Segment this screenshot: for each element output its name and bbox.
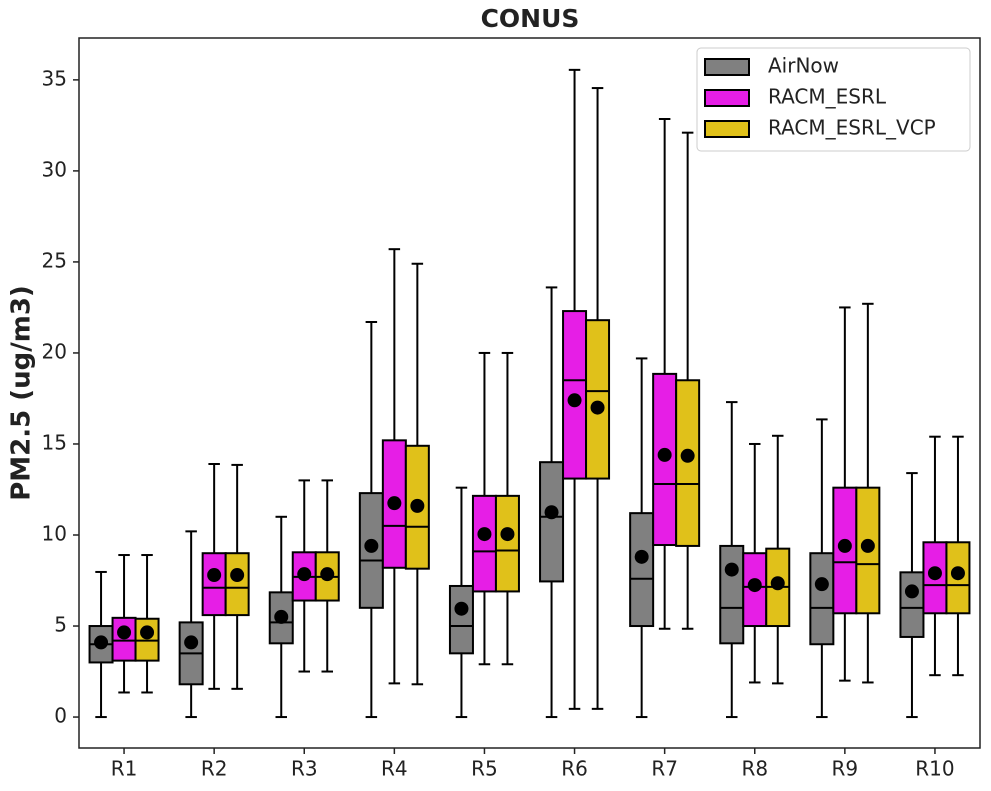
mean-marker — [814, 577, 829, 592]
x-tick-label: R1 — [111, 757, 138, 781]
legend-label: RACM_ESRL_VCP — [768, 116, 936, 140]
x-tick-label: R10 — [915, 757, 954, 781]
x-tick-label: R9 — [832, 757, 859, 781]
x-tick-label: R7 — [651, 757, 678, 781]
box — [201, 552, 227, 617]
box — [471, 494, 497, 593]
x-tick-label: R2 — [201, 757, 228, 781]
mean-marker — [454, 601, 469, 616]
y-tick-label: 35 — [42, 66, 67, 90]
x-tick-label: R8 — [741, 757, 768, 781]
box — [585, 319, 611, 480]
box — [539, 461, 565, 583]
mean-marker — [724, 562, 739, 577]
x-tick-label: R3 — [291, 757, 318, 781]
mean-marker — [387, 496, 402, 511]
chart-title: CONUS — [481, 4, 580, 33]
legend-frame — [696, 47, 971, 152]
mean-marker — [904, 584, 919, 599]
box — [494, 494, 520, 593]
x-tick-label: R4 — [381, 757, 408, 781]
legend-swatch — [704, 58, 750, 76]
y-tick-label: 5 — [54, 613, 67, 637]
mean-marker — [837, 538, 852, 553]
box — [629, 512, 655, 628]
mean-marker — [500, 527, 515, 542]
mean-marker — [477, 527, 492, 542]
y-tick-label: 0 — [54, 704, 67, 728]
box — [719, 544, 745, 645]
y-tick-label: 30 — [42, 157, 67, 181]
mean-marker — [860, 538, 875, 553]
mean-marker — [274, 609, 289, 624]
mean-marker — [364, 538, 379, 553]
mean-marker — [94, 635, 109, 650]
mean-marker — [184, 635, 199, 650]
y-tick-label: 20 — [42, 339, 67, 363]
mean-marker — [117, 625, 132, 640]
y-tick-label: 25 — [42, 248, 67, 272]
box — [675, 379, 701, 547]
mean-marker — [927, 566, 942, 581]
mean-marker — [230, 568, 245, 583]
mean-marker — [634, 549, 649, 564]
mean-marker — [567, 393, 582, 408]
mean-marker — [747, 578, 762, 593]
legend-swatch — [704, 120, 750, 138]
legend-label: AirNow — [768, 54, 839, 78]
legend-label: RACM_ESRL — [768, 85, 887, 109]
mean-marker — [410, 498, 425, 513]
mean-marker — [320, 567, 335, 582]
y-tick-label: 10 — [42, 522, 67, 546]
mean-marker — [140, 625, 155, 640]
y-tick-label: 15 — [42, 430, 67, 454]
mean-marker — [950, 566, 965, 581]
box — [224, 552, 250, 617]
x-tick-label: R6 — [561, 757, 588, 781]
legend-swatch — [704, 89, 750, 107]
mean-marker — [544, 505, 559, 520]
mean-marker — [590, 400, 605, 415]
mean-marker — [770, 576, 785, 591]
box — [809, 552, 835, 646]
mean-marker — [680, 448, 695, 463]
y-axis-label: PM2.5 (ug/m3) — [7, 285, 37, 501]
box — [448, 584, 474, 655]
plot-frame — [78, 37, 981, 749]
mean-marker — [207, 568, 222, 583]
x-tick-label: R5 — [471, 757, 498, 781]
mean-marker — [297, 567, 312, 582]
box — [899, 571, 925, 638]
mean-marker — [657, 447, 672, 462]
